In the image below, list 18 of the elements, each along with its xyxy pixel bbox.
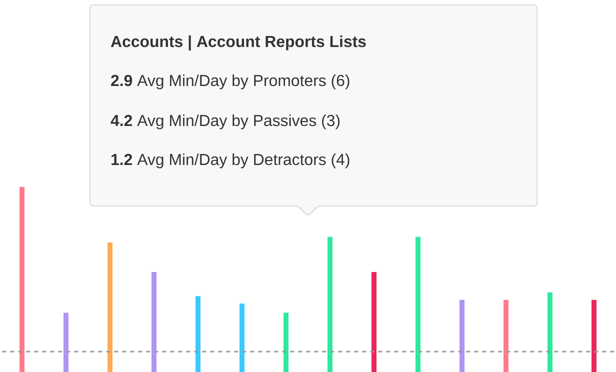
bar <box>152 272 156 372</box>
bar <box>196 296 201 372</box>
bar <box>240 304 245 372</box>
bar <box>416 236 421 372</box>
bar <box>372 272 377 372</box>
bar <box>592 300 597 372</box>
bar <box>108 242 112 372</box>
text: 1.2 Avg Min/Day by Detractors (4) <box>112 153 350 168</box>
bar <box>20 186 24 372</box>
bar <box>460 300 465 372</box>
text: 4.2 Avg Min/Day by Passives (3) <box>110 114 340 130</box>
bar <box>504 300 509 372</box>
bar <box>64 312 68 372</box>
bar <box>284 312 289 372</box>
bar <box>328 236 333 372</box>
text: 2.9 Avg Min/Day by Promoters (6) <box>111 74 350 90</box>
text: Accounts | Account Reports Lists <box>110 35 366 51</box>
bar <box>548 292 553 372</box>
